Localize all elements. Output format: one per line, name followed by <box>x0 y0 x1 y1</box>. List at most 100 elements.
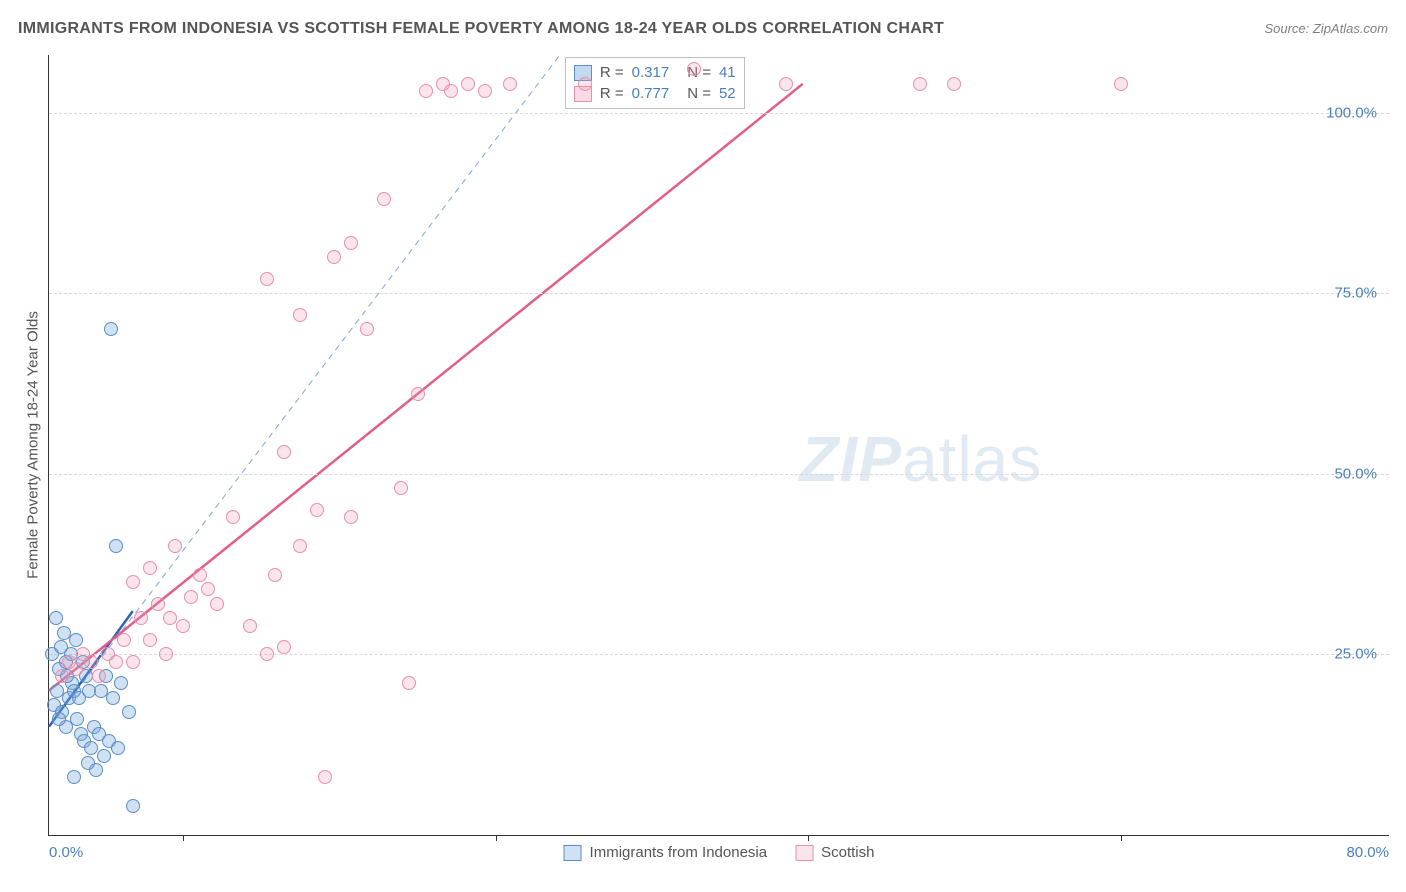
scatter-point <box>97 749 111 763</box>
scatter-point <box>503 77 517 91</box>
x-tick-label: 80.0% <box>1346 844 1389 861</box>
scatter-point <box>360 322 374 336</box>
scatter-point <box>260 647 274 661</box>
scatter-point <box>52 712 66 726</box>
grid-line-horizontal <box>49 113 1389 114</box>
x-tick-mark <box>183 835 184 841</box>
legend-r-label: R = <box>600 85 624 102</box>
scatter-point <box>201 582 215 596</box>
y-tick-label: 75.0% <box>1334 285 1377 302</box>
scatter-point <box>109 539 123 553</box>
scatter-point <box>126 575 140 589</box>
scatter-point <box>57 626 71 640</box>
grid-line-horizontal <box>49 654 1389 655</box>
scatter-point <box>377 192 391 206</box>
scatter-point <box>143 561 157 575</box>
scatter-point <box>419 84 433 98</box>
scatter-point <box>104 322 118 336</box>
scatter-point <box>134 611 148 625</box>
scatter-point <box>111 741 125 755</box>
scatter-point <box>69 633 83 647</box>
plot-area: Female Poverty Among 18-24 Year Olds ZIP… <box>48 55 1389 836</box>
scatter-point <box>55 669 69 683</box>
chart-header: IMMIGRANTS FROM INDONESIA VS SCOTTISH FE… <box>18 20 1388 38</box>
scatter-point <box>106 691 120 705</box>
scatter-point <box>193 568 207 582</box>
y-tick-label: 50.0% <box>1334 465 1377 482</box>
scatter-point <box>210 597 224 611</box>
scatter-point <box>344 510 358 524</box>
scatter-point <box>293 539 307 553</box>
scatter-point <box>184 590 198 604</box>
scatter-point <box>277 445 291 459</box>
scatter-point <box>277 640 291 654</box>
series-legend-item: Scottish <box>795 844 874 861</box>
scatter-point <box>176 619 190 633</box>
regression-line <box>49 55 560 727</box>
scatter-point <box>117 633 131 647</box>
scatter-point <box>92 669 106 683</box>
scatter-point <box>163 611 177 625</box>
series-legend: Immigrants from Indonesia Scottish <box>564 844 875 861</box>
legend-r-value: 0.317 <box>632 64 670 81</box>
y-tick-label: 25.0% <box>1334 646 1377 663</box>
scatter-point <box>779 77 793 91</box>
legend-r-value: 0.777 <box>632 85 670 102</box>
series-legend-item: Immigrants from Indonesia <box>564 844 768 861</box>
source-name: ZipAtlas.com <box>1313 21 1388 36</box>
scatter-point <box>1114 77 1128 91</box>
scatter-point <box>318 770 332 784</box>
scatter-point <box>411 387 425 401</box>
scatter-point <box>67 770 81 784</box>
x-tick-mark <box>496 835 497 841</box>
x-tick-mark <box>1121 835 1122 841</box>
series-legend-label: Scottish <box>821 844 874 861</box>
scatter-point <box>126 655 140 669</box>
scatter-point <box>151 597 165 611</box>
y-axis-label: Female Poverty Among 18-24 Year Olds <box>25 311 42 579</box>
y-tick-label: 100.0% <box>1326 104 1377 121</box>
scatter-point <box>913 77 927 91</box>
legend-swatch <box>795 845 813 861</box>
scatter-point <box>84 655 98 669</box>
scatter-point <box>478 84 492 98</box>
scatter-point <box>69 662 83 676</box>
scatter-point <box>293 308 307 322</box>
scatter-point <box>159 647 173 661</box>
scatter-point <box>81 756 95 770</box>
x-tick-mark <box>808 835 809 841</box>
legend-swatch <box>564 845 582 861</box>
scatter-point <box>122 705 136 719</box>
scatter-point <box>327 250 341 264</box>
chart-title: IMMIGRANTS FROM INDONESIA VS SCOTTISH FE… <box>18 20 944 38</box>
scatter-point <box>687 62 701 76</box>
scatter-point <box>578 77 592 91</box>
scatter-point <box>344 236 358 250</box>
scatter-point <box>84 741 98 755</box>
scatter-point <box>947 77 961 91</box>
x-tick-label: 0.0% <box>49 844 83 861</box>
scatter-point <box>260 272 274 286</box>
scatter-point <box>310 503 324 517</box>
chart-source: Source: ZipAtlas.com <box>1264 21 1388 36</box>
scatter-point <box>143 633 157 647</box>
grid-line-horizontal <box>49 474 1389 475</box>
legend-rn-row: R =0.777N =52 <box>574 83 736 104</box>
scatter-point <box>461 77 475 91</box>
scatter-point <box>70 712 84 726</box>
legend-r-label: R = <box>600 64 624 81</box>
scatter-point <box>49 611 63 625</box>
scatter-point <box>109 655 123 669</box>
scatter-point <box>394 481 408 495</box>
series-legend-label: Immigrants from Indonesia <box>590 844 768 861</box>
grid-line-horizontal <box>49 293 1389 294</box>
legend-n-value: 41 <box>719 64 736 81</box>
scatter-point <box>402 676 416 690</box>
regression-lines-layer <box>49 55 1389 835</box>
source-prefix: Source: <box>1264 21 1312 36</box>
legend-n-label: N = <box>687 85 711 102</box>
legend-rn-row: R =0.317N =41 <box>574 62 736 83</box>
scatter-point <box>436 77 450 91</box>
scatter-point <box>45 647 59 661</box>
scatter-point <box>243 619 257 633</box>
